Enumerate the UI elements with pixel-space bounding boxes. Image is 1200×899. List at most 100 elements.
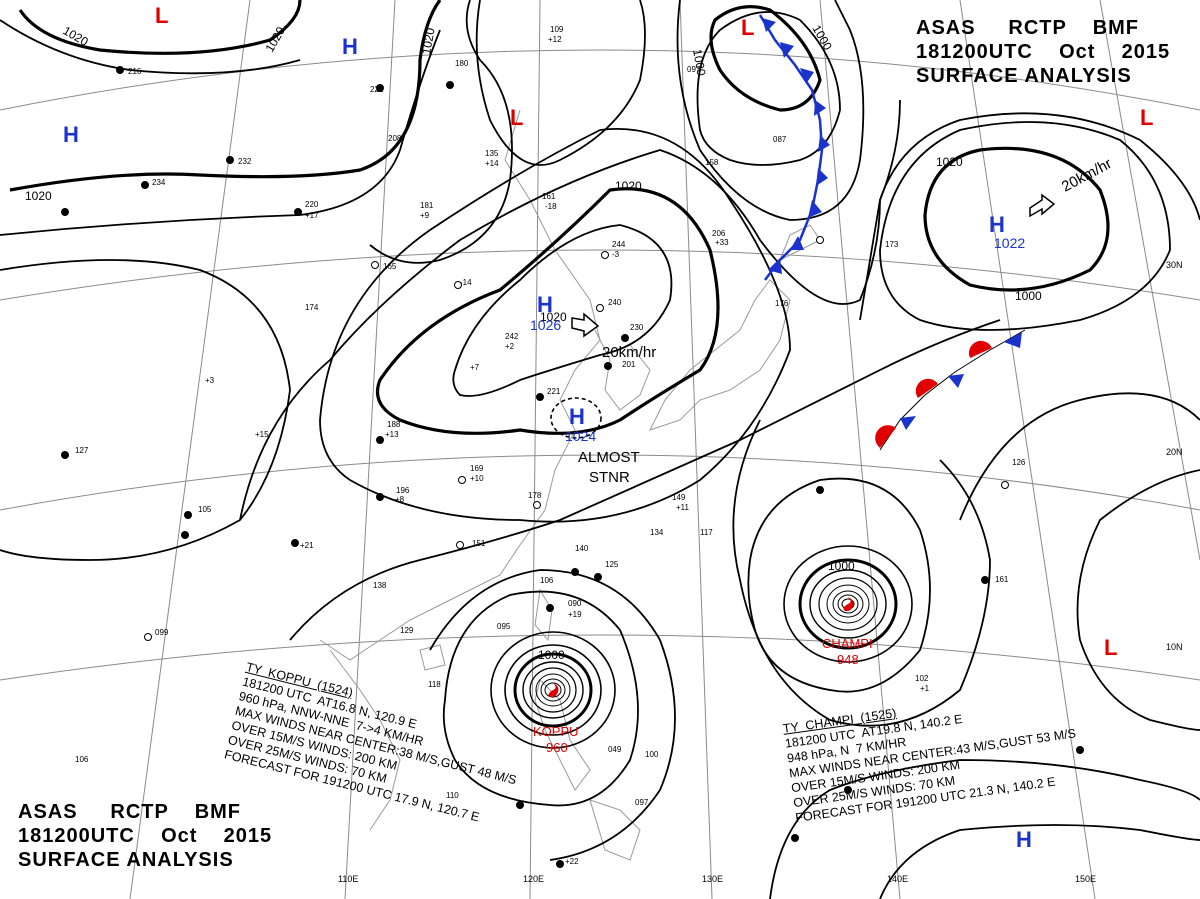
low-center-symbol: L: [741, 15, 754, 40]
station-reading: 178: [528, 491, 542, 500]
typhoon-name: KOPPU: [533, 724, 579, 739]
champi-ring: [832, 590, 864, 618]
isobar-1000-north-low: [709, 5, 822, 112]
lon-label: 130E: [702, 874, 723, 884]
isobar-1016-china-broad: [319, 128, 791, 523]
station-reading: 095: [497, 622, 511, 631]
high-center-symbol: H: [342, 34, 358, 59]
koppu-ring: [522, 661, 584, 719]
koppu-ring: [513, 652, 593, 728]
champi-ring: [798, 558, 898, 650]
champi-ring: [818, 577, 878, 631]
coast-japan: [649, 279, 791, 431]
station-reading: 174: [305, 303, 319, 312]
station-reading: 049: [608, 745, 622, 754]
coast-taiwan: [534, 588, 553, 642]
isobar-koppu-1008: [429, 569, 676, 861]
station-reading: +19: [568, 610, 582, 619]
isobar-1020-east-high: [923, 146, 1110, 292]
meridian-100e: [129, 0, 251, 899]
stationary-front-blue: [900, 332, 1022, 430]
station-reading: 176: [775, 299, 789, 308]
lat-label: 20N: [1166, 447, 1183, 457]
station-reading: +9: [420, 211, 430, 220]
station-reading: 138: [373, 581, 387, 590]
station-reading: 161: [542, 192, 556, 201]
koppu-ring: [535, 673, 571, 707]
coast-hainan: [419, 644, 446, 671]
isobar-north-low-outer: [676, 0, 865, 221]
isobar-1012-far-east: [959, 392, 1200, 521]
header-line-3: SURFACE ANALYSIS: [916, 65, 1132, 87]
station-reading: 221: [370, 85, 384, 94]
isobar-koppu-outer: [442, 590, 639, 807]
station-reading: 100: [645, 750, 659, 759]
station-reading: 106: [540, 576, 554, 585]
station-reading: 087: [773, 135, 787, 144]
station-reading: +1: [920, 684, 930, 693]
koppu-ring: [529, 667, 577, 713]
station-reading: 173: [885, 240, 899, 249]
isobar-label: 1020: [25, 189, 52, 203]
station-reading: 105: [198, 505, 212, 514]
high-center-symbol: H: [989, 212, 1005, 237]
motion-speed-label: 20km/hr: [602, 344, 656, 361]
station-reading: 140: [575, 544, 589, 553]
station-reading: +11: [676, 503, 690, 512]
meridian-110e: [344, 0, 396, 899]
low-center-symbol: L: [510, 105, 523, 130]
station-reading: 220: [305, 200, 319, 209]
low-center-symbol: L: [1140, 105, 1153, 130]
isobar-1020-top-curve: [0, 19, 301, 75]
isobar-label: 1020: [540, 310, 567, 324]
station-reading: 149: [672, 493, 686, 502]
header-title: ASAS RCTP BMF 181200UTC Oct 2015 SURFACE…: [916, 16, 1170, 88]
station-reading: 180: [455, 59, 469, 68]
meridian-140e: [819, 0, 901, 899]
lat-label: 10N: [1166, 642, 1183, 652]
footer-title: ASAS RCTP BMF 181200UTC Oct 2015 SURFACE…: [18, 800, 272, 872]
station-reading: 125: [605, 560, 619, 569]
champi-ring: [809, 569, 887, 639]
lon-label: 110E: [338, 874, 358, 884]
high-center-symbol: H: [63, 122, 79, 147]
typhoon-champi: CHAMPI 948: [822, 597, 873, 667]
station-reading: +13: [385, 430, 399, 439]
station-reading: 240: [608, 298, 622, 307]
station-reading: 099: [155, 628, 169, 637]
champi-ring: [783, 545, 913, 663]
grid-labels: 110E 120E 130E 140E 150E 30N 20N 10N: [338, 260, 1183, 884]
station-reading: +22: [565, 857, 579, 866]
isobar-1024-china-high: [452, 224, 673, 397]
motion-arrow-china-high: [571, 312, 600, 338]
isobar-champi-1008: [732, 419, 991, 727]
isobar-dashed-1024: [550, 397, 602, 439]
station-reading: +33: [715, 238, 729, 247]
footer-line-3: SURFACE ANALYSIS: [18, 849, 234, 871]
station-reading: +15: [255, 430, 269, 439]
footer-line-1: ASAS RCTP BMF: [18, 801, 242, 823]
isobar-label: 1020: [419, 26, 437, 55]
motion-arrow-east-high: [1029, 193, 1056, 218]
station-reading: +8: [395, 495, 405, 504]
typhoon-name: CHAMPI: [822, 636, 873, 651]
champi-ring: [826, 584, 870, 624]
station-reading: 110: [446, 791, 459, 800]
isobar-japan-sea-loop: [696, 11, 841, 166]
station-reading: 127: [75, 446, 89, 455]
isobar-1020-china-high: [375, 187, 720, 435]
cold-front: [758, 14, 830, 281]
lon-label: 140E: [887, 874, 908, 884]
station-reading: 165: [383, 262, 397, 271]
low-center-symbol: L: [155, 3, 168, 28]
station-reading: 181: [420, 201, 434, 210]
stationary-front-red: [875, 340, 992, 448]
high-center-symbol: H: [1016, 827, 1032, 852]
typhoon-koppu-isobars: [490, 631, 616, 749]
typhoon-pressure: 960: [546, 740, 568, 755]
header-line-1: ASAS RCTP BMF: [916, 17, 1140, 39]
stationary-front-line: [879, 329, 1026, 451]
coast-visayas: [589, 799, 641, 861]
high-center-value: 1026: [530, 317, 561, 333]
station-reading: -3: [612, 250, 620, 259]
